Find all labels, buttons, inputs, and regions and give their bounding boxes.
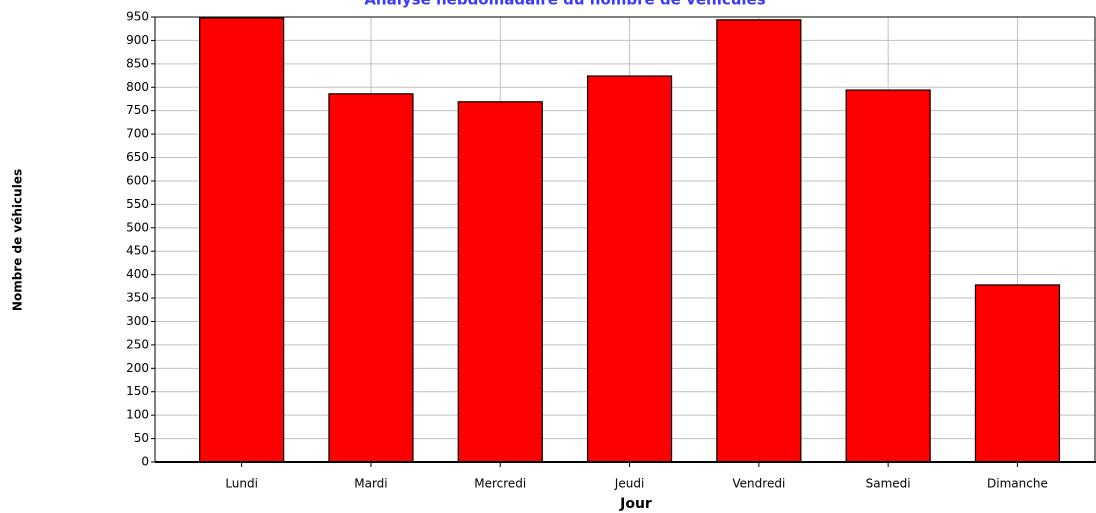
y-tick-label: 50 — [134, 431, 149, 445]
y-tick-label: 200 — [126, 361, 149, 375]
x-tick-label: Dimanche — [987, 477, 1048, 491]
y-tick-label: 400 — [126, 267, 149, 281]
x-tick-label: Jeudi — [614, 477, 644, 491]
x-axis-label: Jour — [619, 496, 652, 512]
y-tick-label: 250 — [126, 337, 149, 351]
y-tick-label: 300 — [126, 314, 149, 328]
y-tick-label: 900 — [126, 33, 149, 47]
x-tick-label: Samedi — [866, 477, 911, 491]
bar — [199, 17, 285, 463]
bar — [457, 101, 543, 463]
bar — [974, 284, 1061, 463]
y-tick-label: 600 — [126, 173, 149, 187]
x-tick-label: Lundi — [225, 477, 258, 491]
x-tick-label: Vendredi — [732, 477, 785, 491]
bar — [845, 89, 931, 463]
bar — [328, 93, 414, 463]
y-tick-label: 750 — [126, 103, 149, 117]
y-axis-label: Nombre de véhicules — [11, 169, 25, 311]
y-tick-label: 350 — [126, 291, 149, 305]
y-tick-label: 950 — [126, 10, 149, 24]
y-tick-label: 550 — [126, 197, 149, 211]
y-tick-label: 850 — [126, 56, 149, 70]
y-tick-label: 800 — [126, 80, 149, 94]
y-tick-label: 100 — [126, 408, 149, 422]
y-tick-label: 650 — [126, 150, 149, 164]
y-tick-label: 450 — [126, 244, 149, 258]
bar — [716, 19, 802, 463]
x-tick-label: Mardi — [354, 477, 387, 491]
bar — [586, 75, 673, 463]
x-tick-label: Mercredi — [474, 477, 526, 491]
chart-title: Analyse hebdomadaire du nombre de véhicu… — [364, 0, 765, 9]
y-tick-label: 500 — [126, 220, 149, 234]
y-tick-label: 700 — [126, 127, 149, 141]
y-tick-label: 0 — [141, 455, 149, 469]
y-tick-label: 150 — [126, 384, 149, 398]
